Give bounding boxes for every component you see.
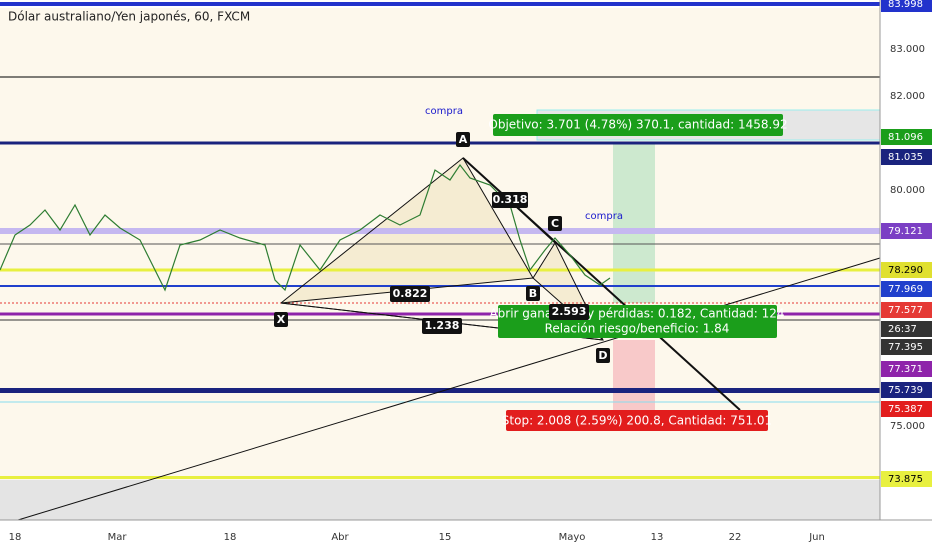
price-label: 75.739 [888,385,923,396]
point-label: X [277,313,286,326]
price-label-bg [881,321,932,337]
price-label: 79.121 [888,226,923,237]
price-label: 77.371 [888,364,923,375]
price-label: 75.387 [888,404,923,415]
price-label: 83.998 [888,0,923,10]
zone [0,480,880,520]
target-zone [613,143,655,303]
price-label: 81.096 [888,132,923,143]
price-label: 26:37 [888,324,917,335]
buy-label: compra [585,211,623,222]
position-label: Abrir ganancias y pérdidas: 0.182, Canti… [489,307,784,321]
price-label-bg [881,0,932,12]
target-label: Objetivo: 3.701 (4.78%) 370.1, cantidad:… [488,118,787,132]
point-label: B [529,287,537,300]
ratio-label: 1.238 [425,319,460,332]
time-tick: Mar [108,532,128,543]
time-tick: 18 [224,532,237,543]
chart-title: Dólar australiano/Yen japonés, 60, FXCM [8,10,250,24]
time-tick: 18 [9,532,22,543]
time-tick: Abr [331,532,349,543]
point-label: A [459,133,468,146]
stop-label: Stop: 2.008 (2.59%) 200.8, Cantidad: 751… [502,414,772,428]
annotations: compra compra Objetivo: 3.701 (4.78%) 37… [425,106,788,431]
point-label: C [551,217,559,230]
price-label-bg [881,262,932,278]
price-tick: 82.000 [890,91,925,102]
price-label-bg [881,361,932,377]
position-label: Relación riesgo/beneficio: 1.84 [545,322,730,336]
price-label: 77.969 [888,284,923,295]
time-tick: Mayo [559,532,586,543]
ratio-label: 0.822 [393,287,428,300]
price-tick: 75.000 [890,421,925,432]
price-label: 77.577 [888,305,923,316]
price-tick: 80.000 [890,185,925,196]
time-tick: Jun [808,532,825,543]
price-axis: 83.000 82.000 80.000 75.000 [890,44,925,432]
time-tick: 13 [651,532,664,543]
buy-label: compra [425,106,463,117]
price-label-bg [881,382,932,398]
price-label-bg [881,471,932,487]
price-label: 81.035 [888,152,923,163]
price-label-bg [881,223,932,239]
price-label-bg [881,129,932,145]
price-label-bg [881,281,932,297]
time-tick: 15 [439,532,452,543]
price-label-bg [881,302,932,318]
ratio-label: 2.593 [552,305,587,318]
stop-zone [613,340,655,410]
point-label: D [598,349,607,362]
price-labels: 83.998 81.096 81.035 79.121 78.290 77.969 77.5… [881,0,932,487]
price-label-bg [881,149,932,165]
price-label: 77.395 [888,342,923,353]
ratio-label: 0.318 [493,193,528,206]
price-label-bg [881,401,932,417]
time-axis: 18 Mar 18 Abr 15 Mayo 13 22 Jun [9,532,825,543]
price-label: 78.290 [888,265,923,276]
price-label: 73.875 [888,474,923,485]
price-tick: 83.000 [890,44,925,55]
pattern-labels: X A B C D 0.318 0.822 1.238 [274,132,610,363]
price-label-bg [881,339,932,355]
time-tick: 22 [729,532,742,543]
price-path [0,163,611,292]
